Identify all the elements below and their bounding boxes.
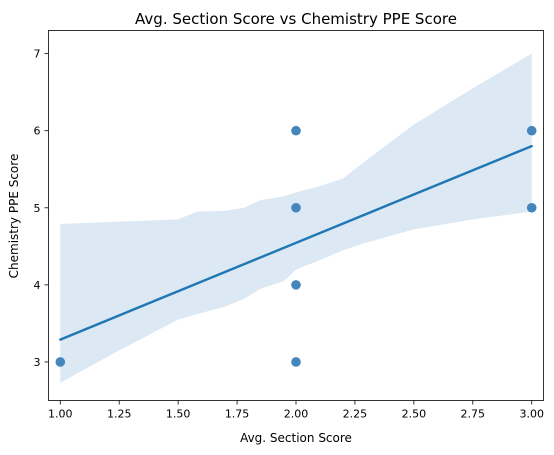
- x-tick-label: 1.50: [166, 408, 191, 421]
- x-axis-label: Avg. Section Score: [240, 431, 352, 445]
- regression-line: [59, 144, 533, 341]
- y-tick-label: 5: [34, 202, 41, 215]
- y-axis: 3 4 5 6 7: [34, 48, 49, 369]
- data-point: [291, 125, 301, 136]
- x-tick-label: 3.00: [519, 408, 544, 421]
- x-tick-label: 2.25: [343, 408, 368, 421]
- x-tick-label: 1.00: [48, 408, 73, 421]
- x-tick-label: 2.75: [461, 408, 486, 421]
- plot-area: [55, 53, 537, 383]
- confidence-band: [60, 53, 532, 383]
- x-tick-label: 2.00: [284, 408, 309, 421]
- data-point: [291, 202, 301, 213]
- data-point: [55, 357, 66, 367]
- y-axis-label: Chemistry PPE Score: [7, 154, 21, 279]
- y-tick-label: 4: [34, 279, 41, 292]
- y-tick-label: 7: [34, 48, 41, 61]
- y-tick-label: 6: [34, 125, 41, 138]
- data-point: [526, 202, 537, 213]
- chart-title: Avg. Section Score vs Chemistry PPE Scor…: [135, 10, 457, 28]
- x-tick-label: 2.50: [402, 408, 427, 421]
- x-axis: 1.00 1.25 1.50 1.75 2.00 2.25 2.50 2.75 3.00: [48, 400, 544, 421]
- x-tick-label: 1.75: [225, 408, 250, 421]
- data-point: [291, 357, 301, 367]
- x-tick-label: 1.25: [107, 408, 132, 421]
- data-point: [526, 125, 537, 136]
- y-tick-label: 3: [34, 356, 41, 369]
- data-point: [291, 280, 301, 290]
